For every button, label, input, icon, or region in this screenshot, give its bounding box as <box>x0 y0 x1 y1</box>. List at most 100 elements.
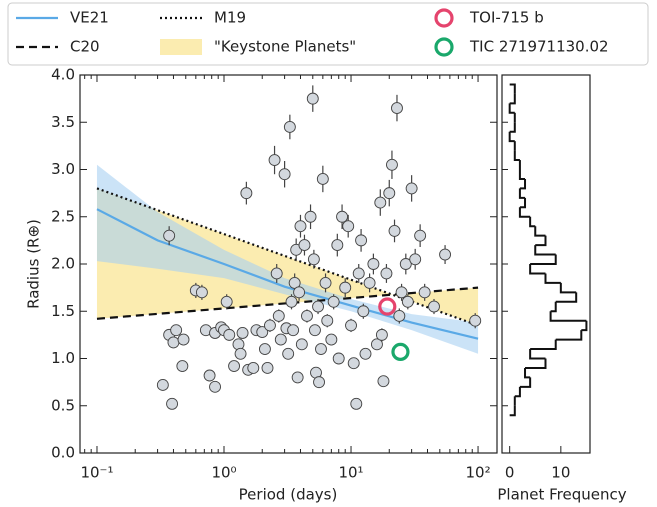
hist-bin <box>508 103 515 114</box>
planet-point <box>409 253 422 266</box>
x-tick-label: 10⁻¹ <box>80 464 113 482</box>
planet-point <box>268 154 281 167</box>
hist-bin <box>529 216 536 228</box>
legend-label: TOI-715 b <box>469 9 544 27</box>
hist-bin <box>555 292 578 303</box>
planet-point <box>294 220 307 233</box>
hist-bin <box>508 131 515 143</box>
hist-bin <box>530 254 557 265</box>
planet-point <box>301 310 313 322</box>
hist-bin <box>530 339 557 351</box>
planet-point <box>163 229 176 242</box>
trend-line <box>96 208 479 340</box>
planet-point <box>293 286 306 299</box>
hist-bin <box>519 178 527 190</box>
planet-point <box>195 286 208 299</box>
hist-bin <box>524 367 531 379</box>
legend-label: "Keystone Planets" <box>214 38 356 56</box>
y-tick-label: 2.5 <box>51 207 75 225</box>
planet-point <box>203 369 216 382</box>
hist-bin <box>559 282 577 294</box>
planet-point <box>176 360 189 373</box>
x-tick-label: 10² <box>465 464 490 482</box>
y-axis-label: Radius (R⊕) <box>25 219 43 309</box>
highlight-planet <box>391 342 410 361</box>
planet-point <box>339 281 352 294</box>
hist-bin <box>550 301 557 313</box>
planet-point <box>306 92 319 105</box>
hist-x-tick-label: 10 <box>551 464 570 482</box>
planet-point <box>321 314 334 327</box>
planet-point <box>278 168 291 181</box>
planet-point <box>428 300 440 313</box>
planet-point <box>336 210 349 223</box>
planet-point <box>166 397 179 410</box>
legend-label: M19 <box>214 9 246 27</box>
planet-point <box>331 239 344 252</box>
hist-bin <box>535 235 547 247</box>
planet-point <box>319 276 332 289</box>
planet-point <box>247 362 260 374</box>
hist-bin <box>529 264 546 275</box>
planet-point <box>386 158 398 171</box>
planet-point <box>395 286 408 299</box>
planet-point <box>304 210 317 223</box>
y-tick-label: 0.0 <box>51 444 75 462</box>
planet-point <box>342 220 355 233</box>
hist-bin <box>513 150 520 162</box>
planet-point <box>156 379 169 391</box>
hist-bin <box>514 386 521 398</box>
planet-point <box>375 328 388 341</box>
planet-point <box>167 336 180 349</box>
planet-point <box>313 376 325 389</box>
planet-point <box>439 248 452 261</box>
planet-point <box>309 324 321 337</box>
planet-point <box>177 333 190 346</box>
planet-point <box>282 347 295 360</box>
planet-point <box>234 347 247 360</box>
hist-bin <box>518 169 526 180</box>
planet-point <box>327 295 340 308</box>
planet-point <box>405 182 418 195</box>
hist-x-label: Planet Frequency <box>497 486 626 504</box>
planet-point <box>355 234 368 247</box>
planet-point <box>359 347 372 360</box>
planet-point <box>307 253 320 266</box>
planet-point <box>315 343 327 355</box>
trend-line <box>96 286 479 320</box>
hist-bin <box>509 83 516 94</box>
planet-point <box>223 328 236 341</box>
hist-bin <box>544 273 561 284</box>
legend-swatch <box>434 37 454 57</box>
planet-point <box>388 224 401 237</box>
y-tick-label: 1.5 <box>51 302 75 320</box>
planet-point <box>272 310 285 322</box>
planet-point <box>220 295 233 308</box>
hist-x-tick-label: 0 <box>505 464 515 482</box>
legend-label: VE21 <box>70 9 109 27</box>
planet-point <box>295 338 308 351</box>
hist-bin <box>534 245 556 256</box>
planet-point <box>345 319 357 332</box>
planet-point <box>363 276 376 289</box>
planet-point <box>383 187 396 200</box>
planet-point <box>377 375 390 388</box>
planet-point <box>256 326 269 338</box>
planet-point <box>399 258 412 270</box>
hist-bin <box>549 311 587 322</box>
planet-point <box>350 397 363 410</box>
y-tick-label: 3.0 <box>51 160 75 178</box>
planet-point <box>170 324 183 337</box>
planet-point <box>418 286 431 299</box>
planet-point <box>380 267 393 280</box>
planet-point <box>469 314 482 327</box>
planet-point <box>240 187 253 200</box>
planet-point <box>312 300 324 313</box>
y-tick-label: 2.0 <box>51 255 75 273</box>
plot-area <box>96 85 482 410</box>
confidence-band <box>96 164 479 354</box>
planet-point <box>209 380 221 393</box>
hist-bin <box>509 122 516 133</box>
hist-bin <box>581 320 588 332</box>
